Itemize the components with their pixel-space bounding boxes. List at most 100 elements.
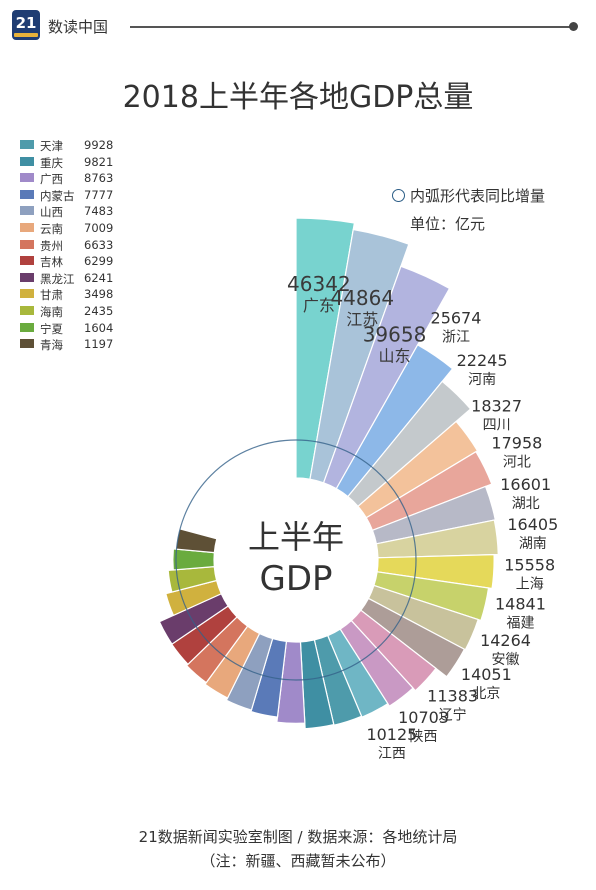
bar	[295, 217, 356, 480]
circle-icon	[392, 189, 405, 202]
legend-label: 甘肃	[40, 288, 63, 303]
legend-value: 9821	[84, 154, 114, 169]
bar	[250, 637, 288, 718]
bar	[359, 597, 466, 678]
value-label: 25674	[431, 308, 482, 327]
value-label: 14841	[495, 595, 546, 614]
bar	[373, 571, 490, 622]
region-label: 河北	[503, 455, 531, 471]
legend-label: 广西	[40, 172, 63, 187]
logo-text: 21	[15, 14, 37, 32]
bar	[299, 639, 335, 730]
region-label: 江苏	[346, 310, 378, 329]
legend-swatch	[20, 206, 34, 216]
legend-value: 8763	[84, 171, 114, 186]
header-rule-dot	[569, 22, 578, 31]
center-disc	[216, 480, 376, 640]
legend-label: 重庆	[40, 155, 63, 170]
logo-stripe	[14, 33, 38, 37]
legend-swatch	[20, 189, 34, 199]
center-label-line1: 上半年	[248, 518, 344, 556]
region-label: 湖南	[519, 536, 547, 552]
bar	[350, 609, 437, 692]
legend-label: 青海	[40, 338, 63, 353]
chart-title: 2018上半年各地GDP总量	[122, 80, 474, 115]
bar	[347, 380, 472, 508]
value-label: 18327	[471, 397, 522, 416]
legend-swatch	[20, 272, 34, 282]
legend-value: 6299	[84, 254, 114, 269]
legend-swatch	[20, 306, 34, 315]
region-label: 山东	[378, 347, 410, 366]
legend-swatch	[20, 239, 34, 249]
region-label: 四川	[483, 418, 511, 434]
growth-arc	[175, 439, 417, 681]
legend-swatch	[20, 156, 34, 166]
value-label: 46342	[287, 272, 351, 296]
legend-label: 天津	[40, 139, 63, 153]
value-label: 39658	[363, 323, 427, 347]
legend-value: 9928	[84, 138, 114, 152]
value-label: 16405	[507, 515, 558, 534]
region-label: 广东	[303, 296, 335, 315]
bars	[158, 217, 499, 730]
value-label: 14264	[480, 631, 531, 650]
bar	[158, 592, 229, 645]
region-label: 安徽	[492, 652, 520, 668]
legend-value: 7009	[84, 221, 114, 235]
legend-value: 7777	[84, 187, 114, 202]
region-label: 辽宁	[439, 706, 467, 723]
legend-label: 黑龙江	[40, 271, 75, 286]
bar	[322, 265, 451, 490]
bar	[326, 628, 389, 719]
legend-swatch	[20, 339, 34, 349]
legend-label: 云南	[40, 222, 63, 236]
value-label: 17958	[491, 434, 542, 453]
bar	[225, 632, 274, 711]
unit-label: 单位：亿元	[410, 215, 486, 233]
legend-label: 内蒙古	[40, 188, 75, 203]
value-label: 10125	[366, 725, 417, 744]
credit-line: 21数据新闻实验室制图 / 数据来源：各地统计局	[138, 828, 458, 846]
bar	[175, 528, 218, 554]
legend-label: 山西	[40, 205, 63, 220]
region-label: 上海	[516, 577, 544, 593]
inner-arc-note-text: 内弧形代表同比增量	[410, 187, 546, 205]
value-label: 14051	[461, 665, 512, 684]
center-label-line2: GDP	[259, 559, 332, 599]
legend-swatch	[20, 289, 34, 299]
bar	[371, 485, 497, 545]
legend-swatch	[20, 223, 34, 232]
legend-value: 1604	[84, 320, 114, 335]
region-label: 湖北	[512, 496, 540, 512]
bar	[357, 420, 479, 519]
value-label: 11383	[427, 686, 478, 705]
region-label: 江西	[378, 746, 406, 762]
region-label: 福建	[506, 616, 534, 632]
value-label: 44864	[330, 286, 394, 310]
legend-label: 宁夏	[40, 321, 63, 336]
region-label: 陕西	[410, 729, 438, 745]
bar	[339, 619, 414, 708]
bar	[376, 554, 495, 590]
legend-label: 海南	[40, 305, 63, 319]
bar	[276, 640, 306, 724]
legend-value: 6633	[84, 237, 114, 252]
region-label: 河南	[468, 372, 496, 388]
legend-swatch	[20, 256, 34, 266]
bar	[365, 450, 493, 532]
brand-name: 数读中国	[48, 18, 109, 36]
region-label: 北京	[472, 686, 500, 702]
legend-value: 7483	[84, 204, 114, 219]
legend-value: 1197	[84, 337, 114, 352]
legend-swatch	[20, 173, 34, 183]
value-label: 16601	[500, 475, 551, 494]
header: 21 数读中国	[0, 0, 596, 46]
legend-swatch	[20, 140, 34, 149]
legend-label: 贵州	[40, 238, 63, 253]
bar	[165, 579, 223, 617]
value-label: 22245	[457, 351, 508, 370]
legend-label: 吉林	[40, 255, 63, 270]
